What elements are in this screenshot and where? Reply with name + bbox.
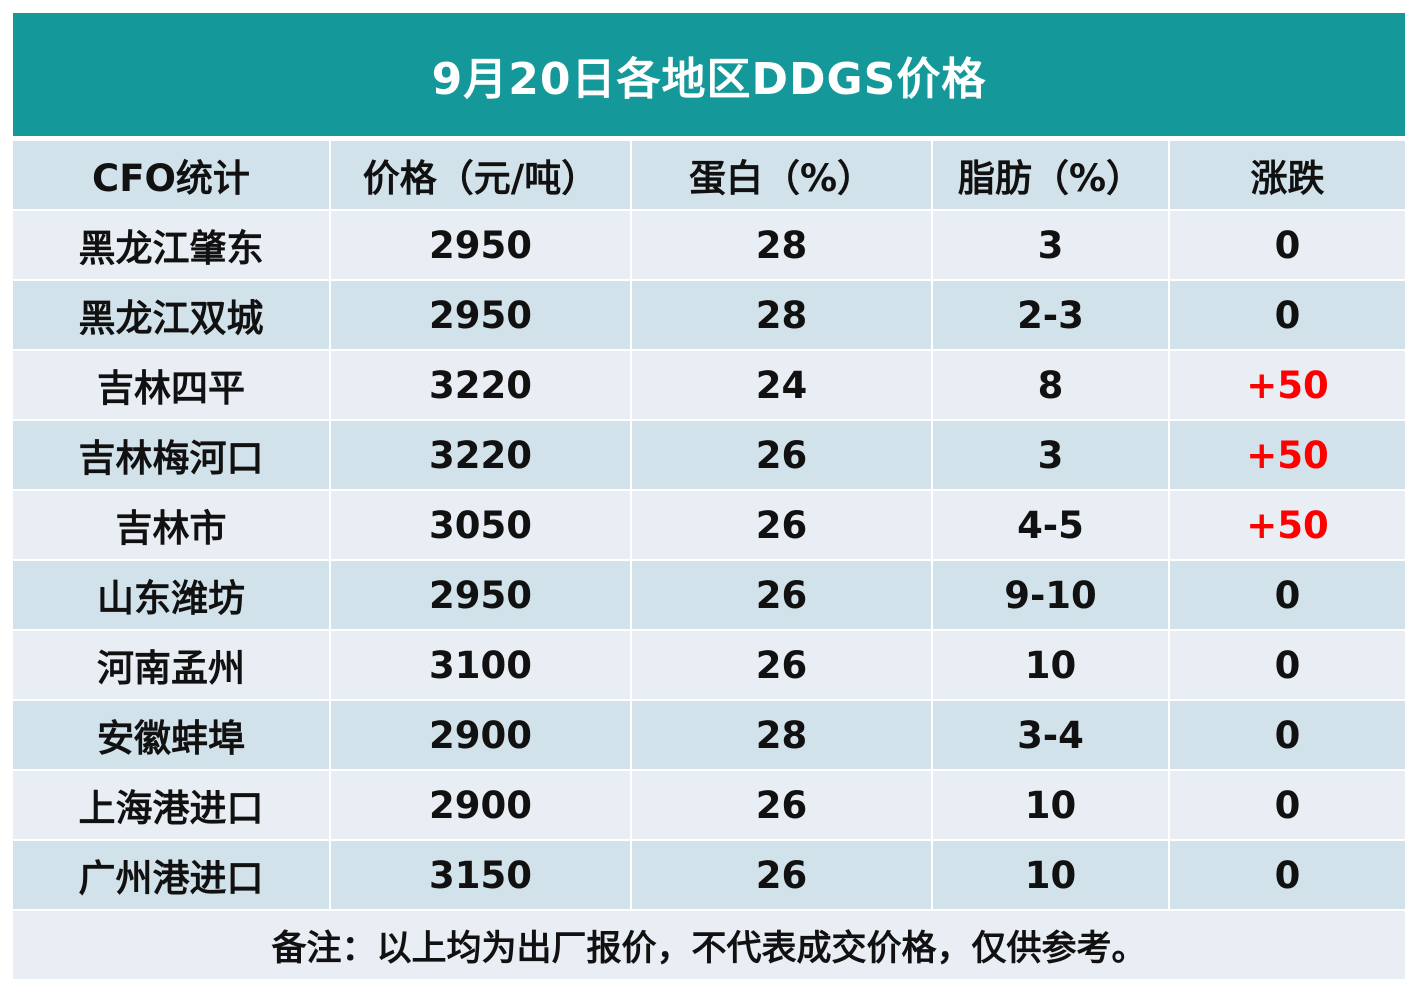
fat-cell: 10 bbox=[932, 770, 1170, 841]
title-divider bbox=[13, 136, 1405, 141]
price-cell: 2900 bbox=[330, 700, 632, 771]
change-cell: 0 bbox=[1169, 700, 1405, 771]
region-cell: 吉林四平 bbox=[13, 350, 331, 421]
header-price: 价格（元/吨） bbox=[330, 141, 632, 211]
price-cell: 3220 bbox=[330, 350, 632, 421]
disclaimer-note: 备注：以上均为出厂报价，不代表成交价格，仅供参考。 bbox=[13, 911, 1405, 979]
region-cell: 吉林市 bbox=[13, 490, 331, 561]
price-cell: 3050 bbox=[330, 490, 632, 561]
fat-cell: 4-5 bbox=[932, 490, 1170, 561]
fat-cell: 10 bbox=[932, 630, 1170, 701]
change-cell: 0 bbox=[1169, 630, 1405, 701]
fat-cell: 10 bbox=[932, 840, 1170, 911]
table-row: 吉林四平 3220 24 8 +50 bbox=[13, 350, 1405, 421]
protein-cell: 26 bbox=[631, 560, 933, 631]
protein-cell: 26 bbox=[631, 420, 933, 491]
table-row: 安徽蚌埠 2900 28 3-4 0 bbox=[13, 700, 1405, 771]
region-cell: 河南孟州 bbox=[13, 630, 331, 701]
fat-cell: 8 bbox=[932, 350, 1170, 421]
protein-cell: 26 bbox=[631, 490, 933, 561]
table-row: 广州港进口 3150 26 10 0 bbox=[13, 840, 1405, 911]
table-row: 吉林市 3050 26 4-5 +50 bbox=[13, 490, 1405, 561]
price-cell: 3100 bbox=[330, 630, 632, 701]
region-cell: 广州港进口 bbox=[13, 840, 331, 911]
protein-cell: 28 bbox=[631, 280, 933, 351]
protein-cell: 26 bbox=[631, 840, 933, 911]
price-cell: 2950 bbox=[330, 560, 632, 631]
region-cell: 黑龙江肇东 bbox=[13, 210, 331, 281]
change-cell: +50 bbox=[1169, 490, 1405, 561]
header-row: CFO统计 价格（元/吨） 蛋白（%） 脂肪（%） 涨跌 bbox=[13, 141, 1405, 211]
change-cell: 0 bbox=[1169, 840, 1405, 911]
fat-cell: 3-4 bbox=[932, 700, 1170, 771]
ddgs-price-table: CFO统计 价格（元/吨） 蛋白（%） 脂肪（%） 涨跌 黑龙江肇东 2950 … bbox=[13, 141, 1405, 911]
table-row: 河南孟州 3100 26 10 0 bbox=[13, 630, 1405, 701]
price-cell: 2950 bbox=[330, 280, 632, 351]
table-row: 山东潍坊 2950 26 9-10 0 bbox=[13, 560, 1405, 631]
header-fat: 脂肪（%） bbox=[932, 141, 1170, 211]
change-cell: 0 bbox=[1169, 560, 1405, 631]
protein-cell: 24 bbox=[631, 350, 933, 421]
table-title: 9月20日各地区DDGS价格 bbox=[13, 13, 1405, 136]
region-cell: 山东潍坊 bbox=[13, 560, 331, 631]
price-cell: 2950 bbox=[330, 210, 632, 281]
header-region: CFO统计 bbox=[13, 141, 331, 211]
fat-cell: 9-10 bbox=[932, 560, 1170, 631]
table-row: 黑龙江肇东 2950 28 3 0 bbox=[13, 210, 1405, 281]
protein-cell: 28 bbox=[631, 210, 933, 281]
fat-cell: 3 bbox=[932, 210, 1170, 281]
region-cell: 吉林梅河口 bbox=[13, 420, 331, 491]
price-cell: 3220 bbox=[330, 420, 632, 491]
fat-cell: 3 bbox=[932, 420, 1170, 491]
change-cell: 0 bbox=[1169, 280, 1405, 351]
price-cell: 2900 bbox=[330, 770, 632, 841]
table-row: 黑龙江双城 2950 28 2-3 0 bbox=[13, 280, 1405, 351]
change-cell: 0 bbox=[1169, 770, 1405, 841]
region-cell: 安徽蚌埠 bbox=[13, 700, 331, 771]
protein-cell: 28 bbox=[631, 700, 933, 771]
header-protein: 蛋白（%） bbox=[631, 141, 933, 211]
header-change: 涨跌 bbox=[1169, 141, 1405, 211]
price-table-sheet: 9月20日各地区DDGS价格 CFO统计 价格（元/吨） 蛋白（%） 脂肪（%）… bbox=[13, 13, 1405, 979]
protein-cell: 26 bbox=[631, 630, 933, 701]
change-cell: +50 bbox=[1169, 420, 1405, 491]
table-row: 吉林梅河口 3220 26 3 +50 bbox=[13, 420, 1405, 491]
region-cell: 上海港进口 bbox=[13, 770, 331, 841]
fat-cell: 2-3 bbox=[932, 280, 1170, 351]
change-cell: +50 bbox=[1169, 350, 1405, 421]
region-cell: 黑龙江双城 bbox=[13, 280, 331, 351]
change-cell: 0 bbox=[1169, 210, 1405, 281]
price-cell: 3150 bbox=[330, 840, 632, 911]
table-row: 上海港进口 2900 26 10 0 bbox=[13, 770, 1405, 841]
protein-cell: 26 bbox=[631, 770, 933, 841]
